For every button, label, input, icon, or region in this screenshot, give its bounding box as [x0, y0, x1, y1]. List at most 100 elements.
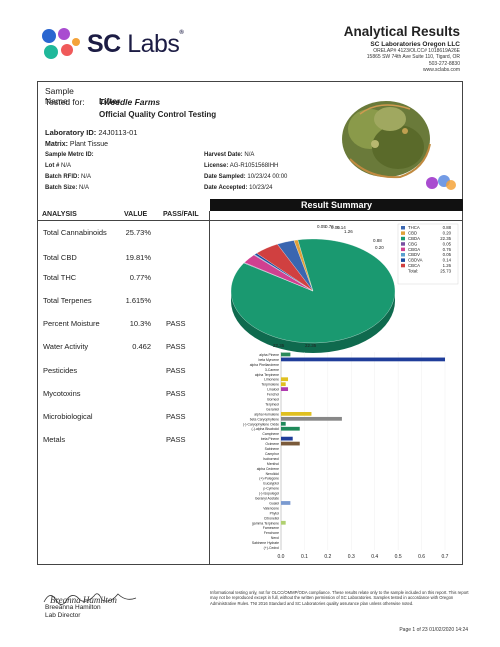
pie-legend-value: 22.35: [440, 236, 451, 241]
page-number: Page 1 of 23 01/02/2020 14:24: [399, 627, 468, 633]
pie-legend-swatch: [401, 236, 405, 241]
qc-title: Official Quality Control Testing: [99, 110, 217, 119]
bar-category-label: Sabinene: [265, 447, 279, 451]
pie-legend-label: CBDVA: [408, 258, 423, 263]
pie-legend-value: 1.26: [443, 263, 452, 268]
bar-category-label: (-)-Isopulegol: [259, 492, 279, 496]
bar-category-label: (+)-Cedrol: [264, 546, 280, 550]
matrix-label: Matrix:: [45, 141, 68, 148]
pie-callout: 0.14: [337, 225, 346, 230]
summary-value: 1.615%: [125, 296, 151, 305]
bar-category-label: Terpinolene: [261, 383, 279, 387]
sample-name: Lifter: [99, 96, 121, 106]
lot-label: Lot #: [45, 163, 60, 169]
brand-dots-icon: [426, 175, 456, 190]
lab-header: Analytical Results SC Laboratories Orego…: [344, 24, 460, 74]
bar-x-tick: 0.7: [442, 554, 449, 560]
summary-pass-fail: PASS: [166, 342, 186, 351]
right-fields: Harvest Date: N/A License: AG-R1051568IH…: [204, 152, 287, 196]
report-title: Analytical Results: [343, 24, 460, 39]
bar-category-label: Borneol: [267, 398, 279, 402]
summary-value: 10.3%: [129, 319, 151, 328]
pie-legend-swatch: [401, 226, 405, 230]
signer-name: Breeanna Hamilton: [45, 604, 101, 611]
bar-category-label: Sabinene Hydrate: [252, 541, 279, 545]
lab-website: www.sclabs.com: [423, 67, 460, 74]
bar-category-label: (-)-alpha Bisabolol: [251, 427, 279, 431]
summary-analysis: Total Cannabinoids: [43, 228, 107, 237]
summary-pass-fail: PASS: [166, 412, 186, 421]
summary-analysis: Water Activity: [43, 342, 89, 351]
pie-callout: 0.76: [325, 224, 334, 229]
pie-slice-cbca: [256, 244, 314, 292]
col-pass-fail: PASS/FAIL: [163, 211, 199, 218]
bar-category-label: Terpineol: [265, 402, 279, 406]
pie-total-label: Total:: [408, 269, 418, 274]
bar-category-label: Nerol: [271, 536, 279, 540]
logo-mark-icon: [42, 28, 80, 59]
summary-analysis: Percent Moisture: [43, 319, 100, 328]
lab-license: ORELAP# 4123/OLCC# 1018619A26E: [373, 48, 460, 54]
bar-category-label: alpha Cedrene: [257, 467, 279, 471]
bar-x-tick: 0.6: [418, 554, 425, 560]
bar-category-label: (+)-Pulegone: [259, 477, 279, 481]
bar-category-label: (-)-Caryophyllene Oxide: [243, 422, 279, 426]
pie-legend-label: CBG: [408, 241, 418, 246]
bar-annotation: 22.35: [273, 343, 285, 348]
bar-category-label: Eucalyptol: [263, 482, 279, 486]
pie-legend-value: 0.76: [443, 247, 452, 252]
lab-id-label: Laboratory ID:: [45, 128, 97, 137]
batch-size-value: N/A: [79, 185, 90, 191]
matrix-value: Plant Tissue: [69, 141, 109, 148]
bar-limonene: [281, 377, 289, 382]
bar-category-label: Ocimene: [265, 442, 279, 446]
bar-category-label: Geraniol: [266, 407, 279, 411]
pie-legend-box: [397, 223, 459, 285]
bar-x-tick: 0.0: [278, 554, 285, 560]
pie-legend-swatch: [401, 253, 405, 257]
bar-x-tick: 0.1: [301, 554, 308, 560]
bar-category-label: Nerolidol: [266, 472, 280, 476]
laboratory-id: Laboratory ID: 24J0113-01: [45, 128, 137, 137]
bar-category-label: Valencene: [263, 506, 279, 510]
pie-callout: 22.35: [305, 343, 317, 348]
bar-category-label: Fenchol: [267, 393, 279, 397]
signature-text: Breanna Hamilton: [50, 595, 117, 605]
pie-legend-swatch: [401, 247, 405, 252]
batch-size-label: Batch Size:: [45, 185, 78, 191]
pie-callout: 0.05: [331, 225, 340, 230]
pie-legend-label: CBCA: [408, 263, 420, 268]
license-value: AG-R1051568IHH: [229, 163, 279, 169]
pie-callout: 1.26: [344, 229, 353, 234]
pie-callout: 0.05: [317, 224, 326, 229]
date-sampled-value: 10/23/24 00:00: [247, 174, 288, 180]
signer-title: Lab Director: [45, 612, 81, 619]
bar-x-tick: 0.4: [371, 554, 378, 560]
column-divider: [209, 211, 210, 565]
lab-phone: 503-272-8830: [428, 60, 460, 67]
bar-terpinolene: [281, 382, 286, 387]
bar-category-label: Phytol: [270, 511, 280, 515]
bar--caryophyllene-oxide: [281, 421, 286, 426]
batch-rfid-value: N/A: [81, 174, 92, 180]
bar-x-tick: 0.5: [395, 554, 402, 560]
pie-legend-label: CBDA: [408, 236, 420, 241]
pie-legend-value: 0.20: [443, 231, 452, 236]
signer: Breeanna Hamilton Lab Director: [45, 604, 101, 620]
disclaimer: Informational testing only, not for OLCC…: [210, 590, 469, 606]
pie-legend-label: CBGA: [408, 247, 420, 252]
pie-legend-value: 0.05: [443, 241, 452, 246]
bar-category-label: Guaiol: [269, 501, 279, 505]
summary-analysis: Pesticides: [43, 366, 78, 375]
pie-legend-swatch: [401, 263, 405, 268]
date-accepted-value: 10/23/24: [249, 185, 273, 191]
bar-category-label: Menthol: [267, 462, 279, 466]
summary-analysis: Total Terpenes: [43, 296, 92, 305]
summary-analysis: Metals: [43, 435, 66, 444]
left-fields: Sample Metrc ID: Lot # N/A Batch RFID: N…: [45, 152, 94, 196]
pie-legend-value: 0.88: [443, 225, 452, 230]
logo-labs-text: Labs: [127, 30, 180, 58]
pie-legend-value: 0.05: [443, 252, 452, 257]
signature: Breanna Hamilton: [43, 593, 137, 605]
